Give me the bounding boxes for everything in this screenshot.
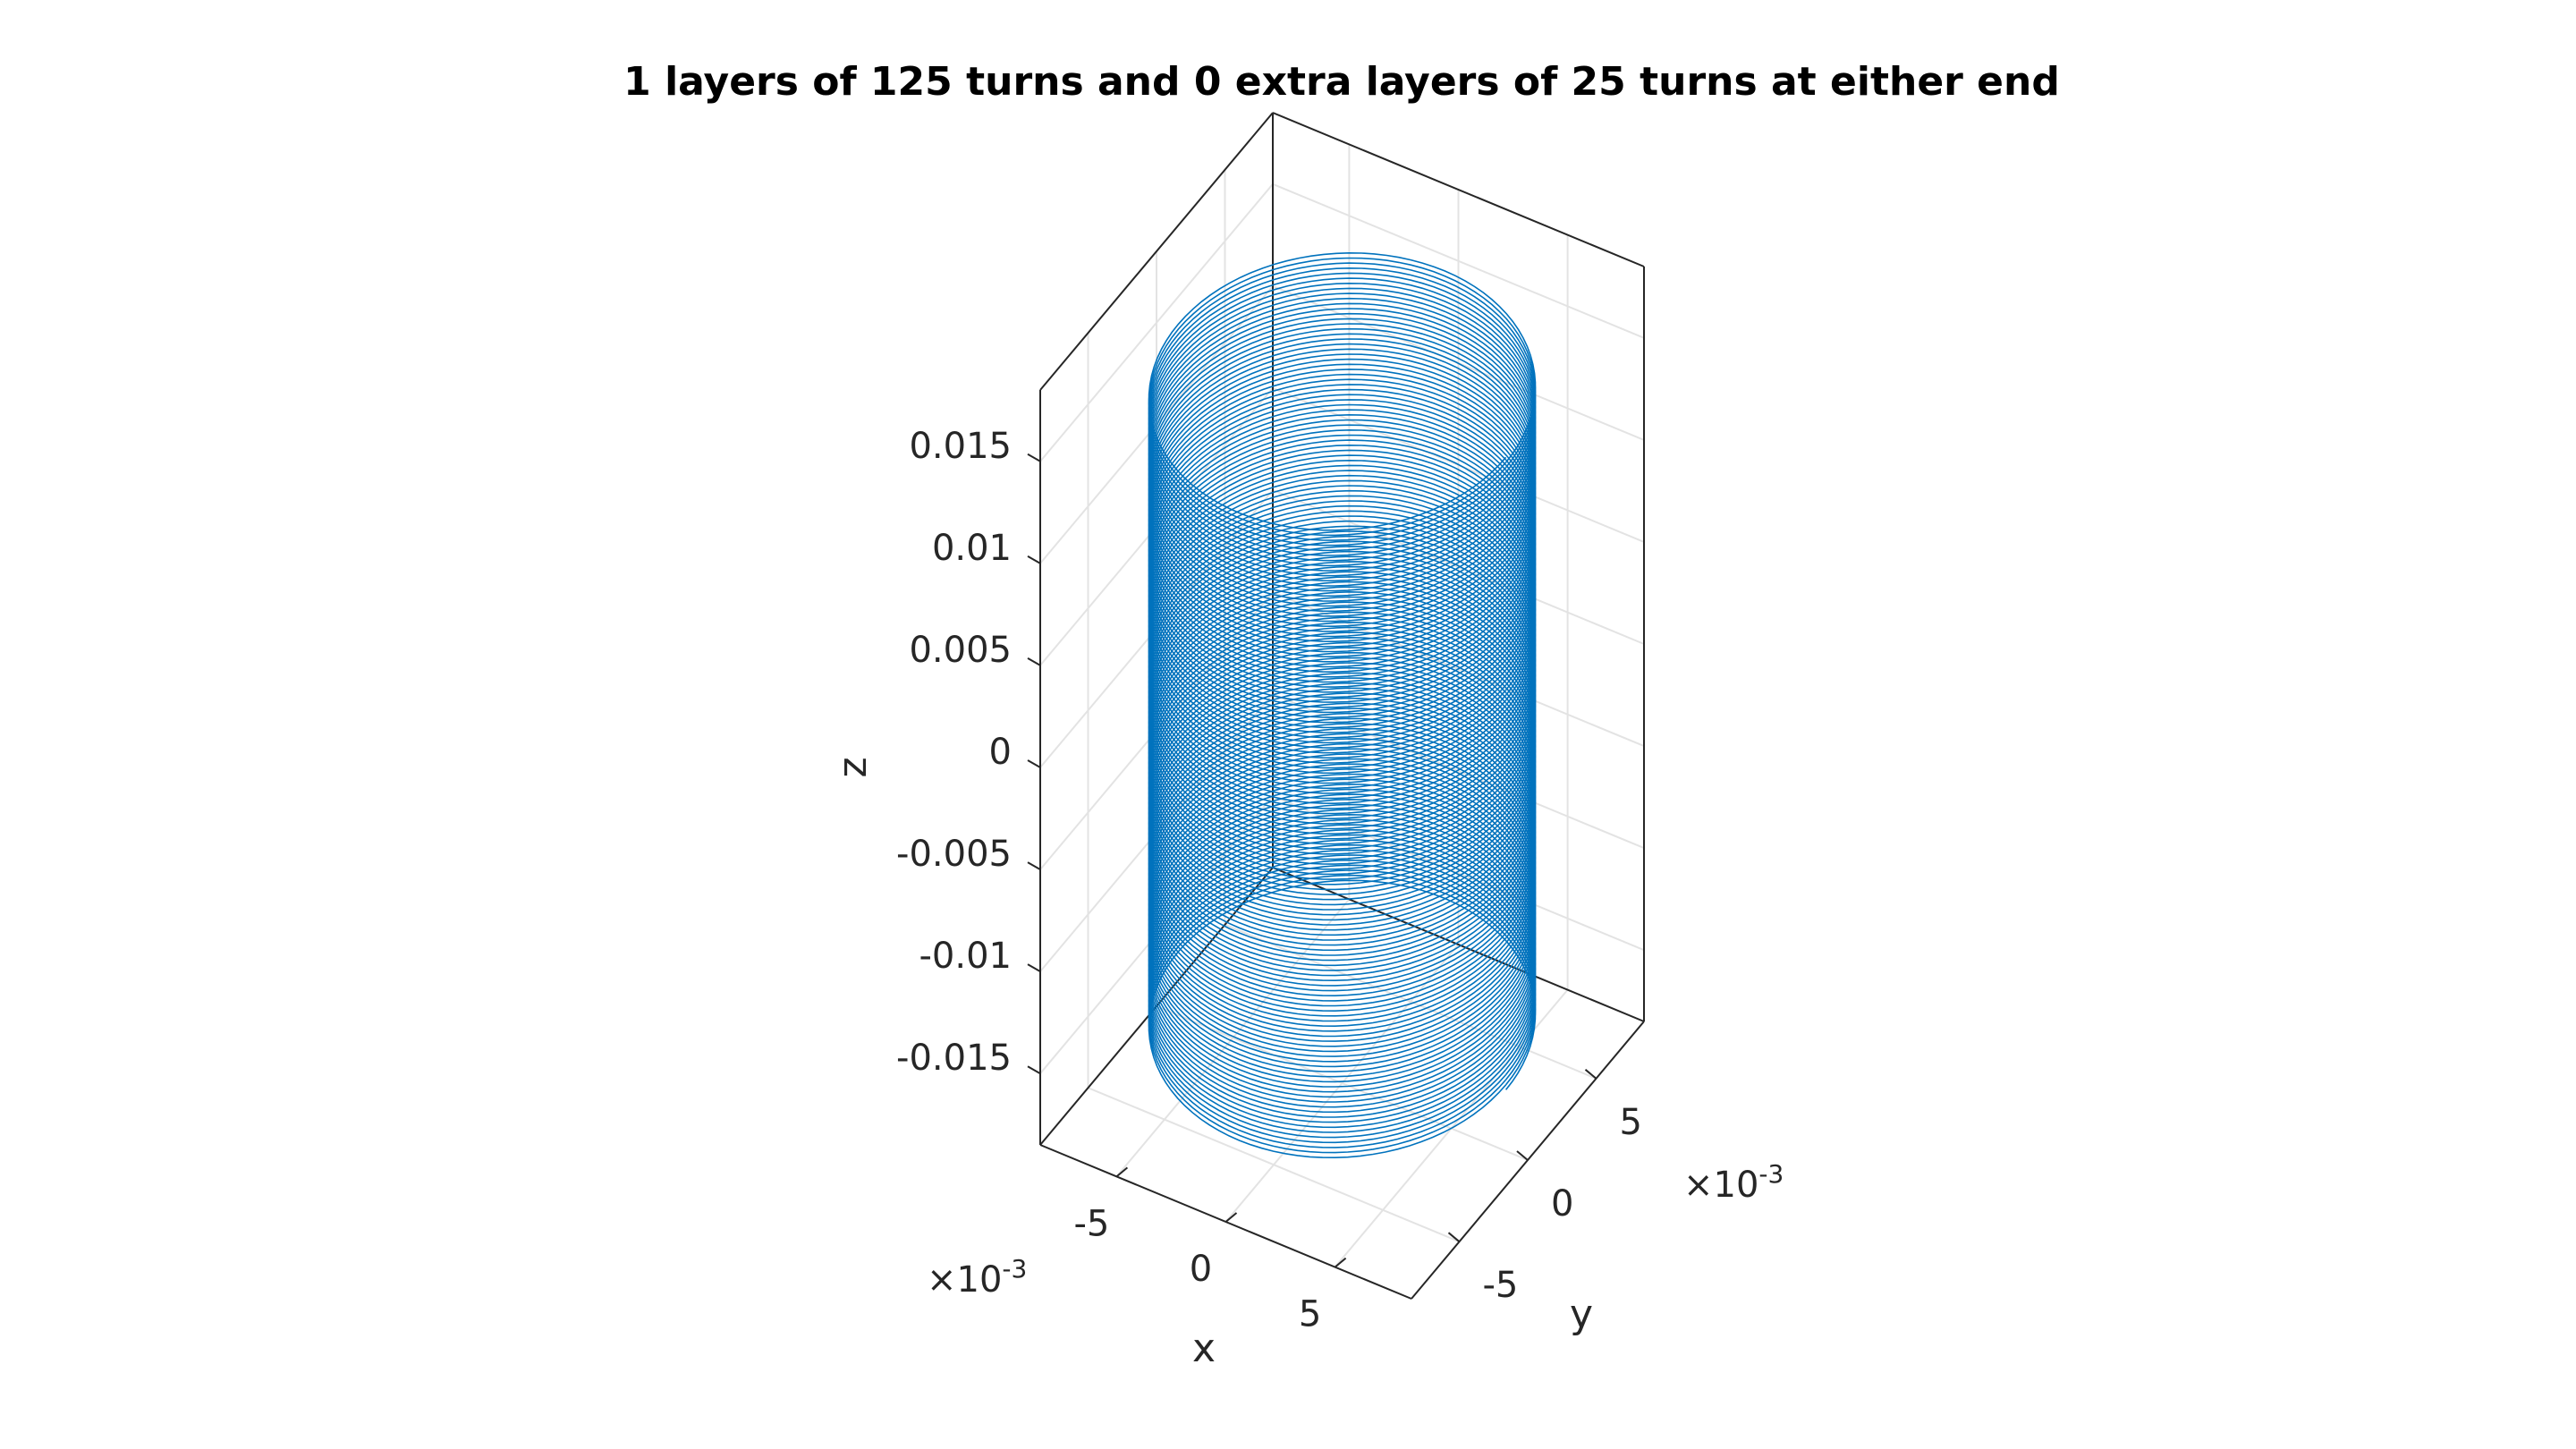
axes-box-edge (1039, 112, 1274, 391)
x-axis-label: x (1192, 1326, 1216, 1371)
helix-turn (1148, 318, 1537, 597)
y-axis-label: y (1570, 1292, 1593, 1337)
helix-turn (1148, 287, 1537, 567)
x-exponent-base: ×10 (927, 1259, 1002, 1301)
grid-line-z-back-wall (1272, 182, 1645, 339)
z-tick-mark (1027, 963, 1041, 972)
y-tick-label: -5 (1483, 1265, 1519, 1306)
x-exponent-power: -3 (1002, 1254, 1027, 1284)
z-tick-label: 0.01 (932, 528, 1012, 569)
z-tick-label: 0 (989, 732, 1012, 773)
helix-turn (1148, 879, 1537, 1159)
axes-box-edge (1272, 112, 1645, 267)
y-tick-label: 0 (1551, 1183, 1573, 1224)
helix-turn (1148, 308, 1537, 587)
helix-turn (1148, 267, 1537, 547)
grid-line-z-side-wall (1039, 183, 1274, 462)
helix-turn (1148, 302, 1537, 582)
y-tick-label: 5 (1620, 1102, 1642, 1143)
y-exponent-label: ×10-3 (1683, 1159, 1784, 1206)
grid-line-z-back-wall (1272, 795, 1645, 952)
axes-box-edge (1039, 867, 1274, 1146)
helix-turn (1148, 323, 1537, 602)
z-tick-label: -0.01 (919, 936, 1013, 977)
z-tick-mark (1027, 861, 1041, 870)
axes-box-front (1039, 112, 1645, 1300)
helix-turn (1148, 348, 1537, 628)
helix-turn (1148, 353, 1537, 632)
grid-line-z-back-wall (1272, 693, 1645, 850)
ticks: 0.015 0.01 0.005 0 -0.005 -0.01 -0.015 -5 0 5 -5 0 5 (896, 426, 1642, 1335)
helix-turn (1148, 312, 1537, 592)
x-tick-label: 5 (1299, 1294, 1321, 1335)
grid-line-y-floor (1156, 1005, 1529, 1161)
z-tick-mark (1027, 657, 1041, 666)
helix-turn (1148, 338, 1537, 617)
x-tick-mark (1224, 1212, 1238, 1223)
z-tick-label: 0.015 (909, 426, 1012, 467)
helix-turn (1148, 251, 1537, 531)
x-tick-mark (1115, 1166, 1129, 1178)
z-tick-mark (1027, 453, 1041, 462)
helix-turn (1148, 373, 1537, 653)
helix-turn (1148, 292, 1537, 572)
helix-turn (1148, 282, 1537, 562)
chart-title: 1 layers of 125 turns and 0 extra layers… (623, 59, 2060, 105)
helix-coil (1148, 251, 1537, 1159)
z-axis-label: z (830, 757, 876, 777)
helix-turn (1148, 369, 1537, 648)
helix-turn (1148, 363, 1537, 643)
axes-box-edge (1272, 867, 1645, 1022)
x-tick-label: -5 (1073, 1203, 1109, 1244)
y-tick-mark (1584, 1069, 1597, 1080)
y-exponent-power: -3 (1758, 1159, 1784, 1189)
helix-turn (1148, 272, 1537, 552)
grid-line-y-floor (1224, 923, 1597, 1080)
x-exponent-label: ×10-3 (927, 1254, 1027, 1301)
y-tick-mark (1516, 1150, 1529, 1161)
y-tick-mark (1447, 1232, 1461, 1242)
z-tick-mark (1027, 555, 1041, 564)
z-tick-label: -0.015 (896, 1038, 1012, 1079)
helix-turn (1148, 333, 1537, 613)
helix-turn (1148, 262, 1537, 541)
helix-turn (1148, 327, 1537, 607)
x-tick-mark (1334, 1257, 1347, 1268)
z-tick-mark (1027, 759, 1041, 768)
helix-turn (1148, 257, 1537, 537)
grid-line-y-floor (1088, 1087, 1460, 1243)
helix-turn (1148, 378, 1537, 658)
helix-turn (1148, 358, 1537, 638)
helix-turn (1148, 343, 1537, 623)
x-tick-label: 0 (1190, 1249, 1212, 1290)
z-tick-mark (1027, 1065, 1041, 1075)
grid-lines (1039, 144, 1645, 1268)
z-tick-label: 0.005 (909, 630, 1012, 671)
helix-turn (1148, 297, 1537, 577)
z-tick-label: -0.005 (896, 834, 1012, 875)
helix-turn (1148, 277, 1537, 556)
y-exponent-base: ×10 (1683, 1165, 1758, 1206)
